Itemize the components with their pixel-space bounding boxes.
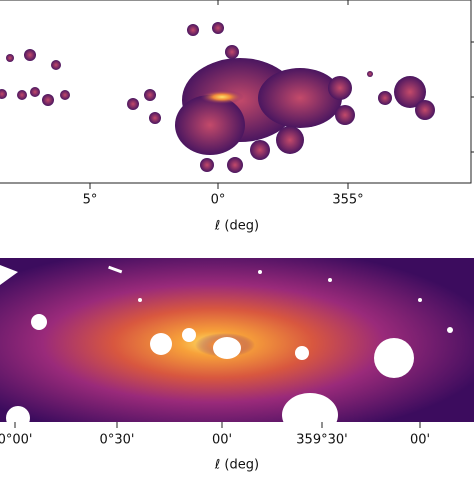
blob bbox=[127, 98, 139, 110]
bottom-panel: 0°00' 0°30' 00' 359°30' 00' ℓ (deg) bbox=[0, 258, 474, 473]
mask bbox=[31, 314, 47, 330]
blob bbox=[227, 157, 243, 173]
blob bbox=[149, 112, 161, 124]
blob bbox=[415, 100, 435, 120]
x-tick-label: 355° bbox=[332, 193, 363, 208]
top-panel: 5° 0° 355° ℓ (deg) bbox=[0, 0, 474, 234]
x-tick-label: 5° bbox=[83, 193, 98, 208]
mask bbox=[447, 327, 453, 333]
blob bbox=[0, 89, 7, 99]
mask bbox=[0, 265, 18, 285]
x-axis-label: ℓ (deg) bbox=[214, 458, 259, 473]
x-tick-label: 0°00' bbox=[0, 433, 32, 448]
blob bbox=[175, 95, 245, 155]
blob bbox=[276, 126, 304, 154]
blob bbox=[30, 87, 40, 97]
blob bbox=[378, 91, 392, 105]
mask bbox=[282, 393, 338, 437]
mask bbox=[258, 270, 262, 274]
blob bbox=[6, 54, 14, 62]
blob bbox=[17, 90, 27, 100]
top-ticks bbox=[89, 0, 474, 189]
mask bbox=[295, 346, 309, 360]
blob bbox=[258, 68, 342, 128]
blob bbox=[367, 71, 373, 77]
mask bbox=[374, 338, 414, 378]
blob bbox=[51, 60, 61, 70]
mask bbox=[182, 328, 196, 342]
blob bbox=[42, 94, 54, 106]
blob bbox=[144, 89, 156, 101]
blob bbox=[250, 140, 270, 160]
blob bbox=[335, 105, 355, 125]
blob bbox=[187, 24, 199, 36]
mask bbox=[328, 278, 332, 282]
blob bbox=[212, 22, 224, 34]
blob bbox=[24, 49, 36, 61]
blob bbox=[225, 45, 239, 59]
x-tick-label: 359°30' bbox=[296, 433, 347, 448]
masks bbox=[0, 265, 453, 437]
blob bbox=[200, 158, 214, 172]
x-axis-label: ℓ (deg) bbox=[214, 219, 259, 234]
top-blobs bbox=[0, 22, 435, 173]
mask bbox=[150, 333, 172, 355]
x-tick-label: 0°30' bbox=[100, 433, 135, 448]
mask bbox=[108, 265, 123, 274]
core-glow bbox=[200, 90, 244, 104]
x-tick-label: 00' bbox=[212, 433, 232, 448]
blob bbox=[328, 76, 352, 100]
x-tick-label: 0° bbox=[211, 193, 226, 208]
bottom-ticks bbox=[14, 422, 421, 428]
mask bbox=[418, 298, 422, 302]
blob bbox=[394, 76, 426, 108]
x-tick-label: 00' bbox=[410, 433, 430, 448]
mask bbox=[6, 406, 30, 430]
blob bbox=[60, 90, 70, 100]
mask bbox=[213, 337, 241, 359]
mask bbox=[138, 298, 142, 302]
